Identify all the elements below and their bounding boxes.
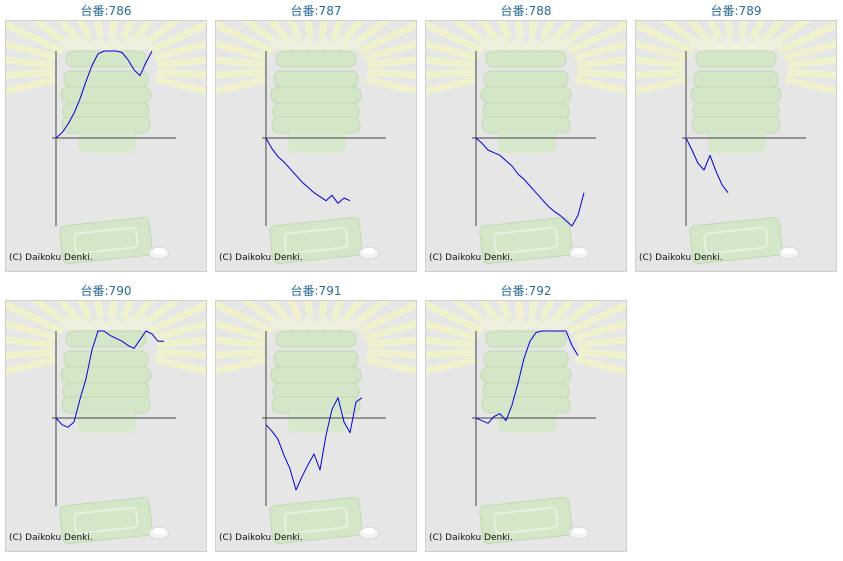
machine-number-title[interactable]: 台番:790 — [80, 284, 132, 298]
slump-graph-svg — [6, 21, 206, 265]
hall-artwork-background — [6, 21, 206, 265]
copyright-text: (C) Daikoku Denki. — [639, 253, 723, 263]
machine-cell: 台番:789 (C) Daikoku Denki. — [635, 0, 837, 272]
machine-cell: 台番:786 (C) Daikoku Denki. — [5, 0, 207, 272]
copyright-text: (C) Daikoku Denki. — [219, 253, 303, 263]
slump-graph-svg — [6, 301, 206, 545]
slump-graph-panel[interactable]: (C) Daikoku Denki. — [5, 20, 207, 272]
slump-graph-svg — [426, 21, 626, 265]
hall-artwork-background — [426, 301, 626, 545]
slump-graph-panel[interactable]: (C) Daikoku Denki. — [635, 20, 837, 272]
hall-artwork-background — [636, 21, 836, 265]
slump-series-line — [475, 137, 585, 227]
hall-artwork-background — [216, 301, 416, 545]
slump-graph-panel[interactable]: (C) Daikoku Denki. — [215, 300, 417, 552]
copyright-text: (C) Daikoku Denki. — [429, 253, 513, 263]
machine-cell: 台番:792 (C) Daikoku Denki. — [425, 280, 627, 552]
slump-series-line — [685, 137, 729, 193]
hall-artwork-background — [216, 21, 416, 265]
machine-cell: 台番:790 (C) Daikoku Denki. — [5, 280, 207, 552]
hall-artwork-background — [426, 21, 626, 265]
slump-graph-panel[interactable]: (C) Daikoku Denki. — [215, 20, 417, 272]
slump-graph-panel[interactable]: (C) Daikoku Denki. — [425, 20, 627, 272]
machine-number-title[interactable]: 台番:789 — [710, 4, 762, 18]
machine-number-title[interactable]: 台番:788 — [500, 4, 552, 18]
slump-series-line — [475, 330, 579, 424]
machine-number-title[interactable]: 台番:787 — [290, 4, 342, 18]
machine-number-title[interactable]: 台番:786 — [80, 4, 132, 18]
slump-series-line — [265, 397, 363, 491]
copyright-text: (C) Daikoku Denki. — [429, 533, 513, 543]
machine-cell: 台番:787 (C) Daikoku Denki. — [215, 0, 417, 272]
slump-series-line — [265, 137, 351, 204]
slump-graph-panel[interactable]: (C) Daikoku Denki. — [425, 300, 627, 552]
slump-graph-svg — [636, 21, 836, 265]
machine-cell: 台番:788 (C) Daikoku Denki. — [425, 0, 627, 272]
copyright-text: (C) Daikoku Denki. — [9, 533, 93, 543]
slump-graph-panel[interactable]: (C) Daikoku Denki. — [5, 300, 207, 552]
machine-number-title[interactable]: 台番:791 — [290, 284, 342, 298]
copyright-text: (C) Daikoku Denki. — [9, 253, 93, 263]
slump-series-line — [55, 50, 153, 139]
slump-graph-svg — [216, 21, 416, 265]
slump-series-line — [55, 330, 164, 428]
machine-number-title[interactable]: 台番:792 — [500, 284, 552, 298]
machine-cell: 台番:791 (C) Daikoku Denki. — [215, 280, 417, 552]
slump-graph-svg — [216, 301, 416, 545]
slump-graph-svg — [426, 301, 626, 545]
copyright-text: (C) Daikoku Denki. — [219, 533, 303, 543]
hall-artwork-background — [6, 301, 206, 545]
